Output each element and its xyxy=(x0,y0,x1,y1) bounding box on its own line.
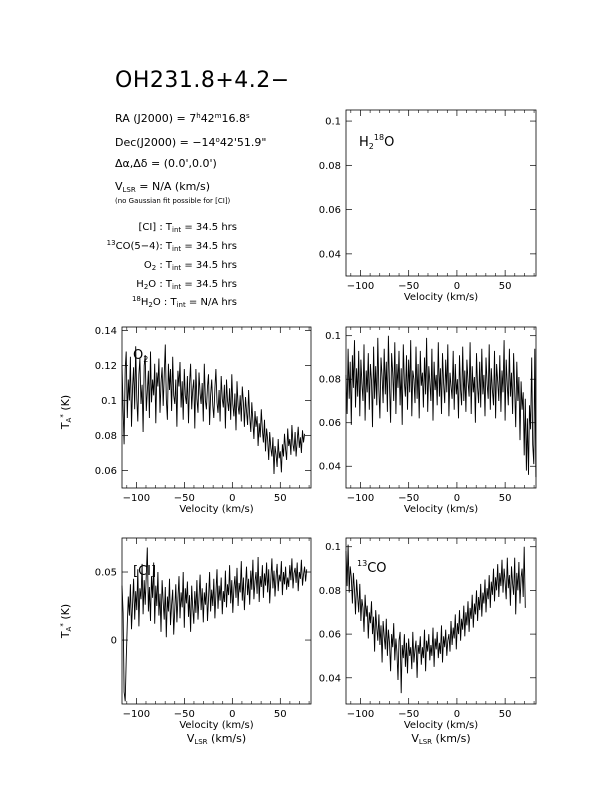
y-axis-label-middle: TA* (K) xyxy=(59,395,73,430)
dec-line: Dec(J2000) = −14o42'51.9" xyxy=(115,136,267,149)
y-tick-label: 0.1 xyxy=(325,117,341,128)
label-13co: 13CO xyxy=(357,559,387,576)
plot-frame xyxy=(121,537,312,705)
tint-row: 18H2O : Tint = N/A hrs xyxy=(131,295,237,309)
y-tick-label: 0.06 xyxy=(319,418,341,429)
x-tick-label: −50 xyxy=(398,281,419,292)
y-tick-label: 0.08 xyxy=(319,586,341,597)
ra-minutes: 42 xyxy=(200,112,215,125)
label-h218o: H218O xyxy=(359,133,394,151)
vlsr-line: VLSR = N/A (km/s) xyxy=(115,180,211,194)
plot-frame xyxy=(345,326,537,489)
label-ci: [CI] xyxy=(133,564,156,579)
x-tick-label: −100 xyxy=(347,493,374,504)
x-tick-label: 0 xyxy=(454,281,460,292)
spectrum-line-h2o xyxy=(345,335,537,478)
plot-frame xyxy=(345,537,537,705)
tint-row: H2O : Tint = 34.5 hrs xyxy=(136,279,237,291)
tint-row: O2 : Tint = 34.5 hrs xyxy=(143,260,237,272)
x-axis-label: Velocity (km/s) xyxy=(179,720,253,731)
page-title: OH231.8+4.2− xyxy=(115,68,290,93)
x-axis-label: Velocity (km/s) xyxy=(404,504,478,515)
y-tick-label: 0.08 xyxy=(319,375,341,386)
panel-ci: −100 −50 0 50 0 0.05 Velocity (km/s)VLSR (km/s… xyxy=(95,537,312,746)
x-tick-label: 50 xyxy=(499,709,512,720)
panel-o2: −100 −50 0 50 0.06 0.08 0.1 0.12 0.14 Velocity (k… xyxy=(95,326,312,515)
y-tick-label: 0.08 xyxy=(95,431,117,442)
x-tick-label: −100 xyxy=(347,281,374,292)
plot-frame xyxy=(345,109,537,277)
spectrum-line-13co xyxy=(345,544,526,694)
y-tick-label: 0.05 xyxy=(95,568,117,579)
tint-row: 13CO(5−4): Tint = 34.5 hrs xyxy=(106,239,237,253)
x-tick-label: 0 xyxy=(454,709,460,720)
x-tick-label: 50 xyxy=(274,709,287,720)
y-tick-label: 0.1 xyxy=(325,331,341,342)
x-tick-label: −50 xyxy=(174,493,195,504)
dec-degrees: −14 xyxy=(192,136,216,149)
y-tick-label: 0.1 xyxy=(325,542,341,553)
x-tick-label: 0 xyxy=(454,493,460,504)
x-tick-label: −50 xyxy=(174,709,195,720)
vlsr-axis-label: VLSR (km/s) xyxy=(411,732,470,746)
vlsr-value: = N/A (km/s) xyxy=(135,180,211,193)
y-tick-label: 0.06 xyxy=(95,466,117,477)
spectrum-line-o2 xyxy=(121,344,306,475)
y-tick-label: 0.12 xyxy=(95,361,117,372)
dec-arcsec: 51.9 xyxy=(236,136,262,149)
x-tick-label: 50 xyxy=(274,493,287,504)
vlsr-sub: LSR xyxy=(122,186,136,194)
ra-hours: 7 xyxy=(189,112,197,125)
ra-line: RA (J2000) = 7h42m16.8s xyxy=(115,112,250,125)
ra-seconds: 16.8 xyxy=(221,112,247,125)
y-axis-label-bottom: TA* (K) xyxy=(59,604,73,639)
y-tick-label: 0.06 xyxy=(319,205,341,216)
spectrum-line-ci xyxy=(121,547,308,702)
y-tick-label: 0.04 xyxy=(319,462,341,473)
dec-arcmin: 42 xyxy=(219,136,234,149)
panel-13co: −100 −50 0 50 0.04 0.06 0.08 0.1 Velocity (km/s)… xyxy=(319,537,537,746)
x-axis-label: Velocity (km/s) xyxy=(404,292,478,303)
x-tick-label: 50 xyxy=(499,493,512,504)
panel-h2o: −100 −50 0 50 0.04 0.06 0.08 0.1 Velocity (km/s) xyxy=(319,326,537,515)
plot-frame xyxy=(121,326,312,489)
ra-label: RA (J2000) = xyxy=(115,112,190,125)
panel-h218o: −100 −50 0 50 0.04 0.06 0.08 0.1 Velocity (km/s) xyxy=(319,109,537,303)
x-tick-label: −100 xyxy=(123,709,150,720)
dec-label: Dec(J2000) = xyxy=(115,136,193,149)
tint-row: [CI] : Tint = 34.5 hrs xyxy=(138,222,237,234)
label-o2: O2 xyxy=(133,348,148,364)
fit-note: (no Gaussian fit possible for [CI]) xyxy=(115,197,231,205)
vlsr-v: V xyxy=(115,180,123,193)
x-tick-label: −50 xyxy=(398,493,419,504)
y-tick-label: 0.14 xyxy=(95,326,117,337)
y-tick-label: 0.04 xyxy=(319,249,341,260)
y-tick-label: 0.06 xyxy=(319,630,341,641)
y-tick-label: 0 xyxy=(111,636,117,647)
y-tick-label: 0.08 xyxy=(319,161,341,172)
x-tick-label: −100 xyxy=(123,493,150,504)
x-tick-label: −50 xyxy=(398,709,419,720)
x-tick-label: 0 xyxy=(229,709,235,720)
x-tick-label: 0 xyxy=(229,493,235,504)
y-tick-label: 0.1 xyxy=(101,396,117,407)
vlsr-axis-label: VLSR (km/s) xyxy=(187,732,246,746)
x-tick-label: −100 xyxy=(347,709,374,720)
offset-line: Δα,Δδ = (0.0',0.0') xyxy=(115,157,217,170)
x-tick-label: 50 xyxy=(499,281,512,292)
y-tick-label: 0.04 xyxy=(319,673,341,684)
x-axis-label: Velocity (km/s) xyxy=(404,720,478,731)
x-axis-label: Velocity (km/s) xyxy=(179,504,253,515)
